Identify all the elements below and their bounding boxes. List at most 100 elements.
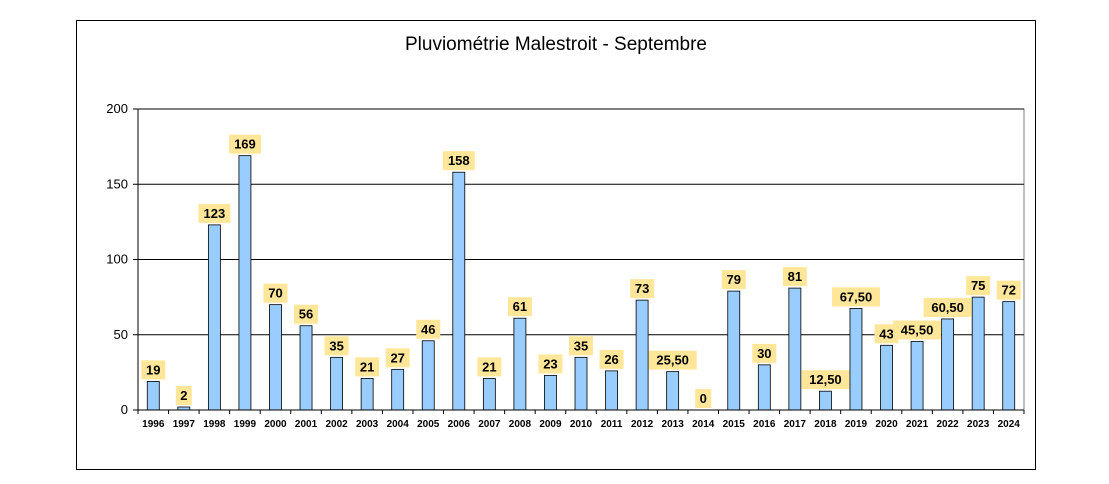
data-label-2011: 26 bbox=[599, 349, 624, 369]
data-label-bg bbox=[695, 389, 712, 408]
data-label-2014: 0 bbox=[695, 389, 712, 408]
bar-2013 bbox=[666, 371, 680, 411]
data-label-bg bbox=[324, 336, 349, 356]
x-tick-label: 2006 bbox=[448, 419, 471, 430]
data-label-bg bbox=[569, 336, 593, 356]
data-label-text: 21 bbox=[360, 359, 374, 374]
data-label-1998: 123 bbox=[198, 203, 231, 223]
data-label-2012: 73 bbox=[630, 279, 655, 299]
x-tick-label: 2004 bbox=[387, 419, 410, 430]
x-tick-label: 2011 bbox=[601, 419, 623, 430]
data-label-2023: 75 bbox=[966, 276, 991, 296]
x-tick-label: 1996 bbox=[142, 419, 165, 430]
data-label-2016: 30 bbox=[752, 343, 777, 363]
data-label-bg bbox=[874, 324, 899, 344]
bar-2007 bbox=[482, 377, 496, 411]
data-label-bg bbox=[294, 304, 319, 324]
bar-2003 bbox=[360, 377, 374, 411]
bar-2001 bbox=[299, 325, 313, 411]
data-label-2009: 23 bbox=[538, 354, 563, 374]
data-label-text: 43 bbox=[879, 326, 893, 341]
bar-2010 bbox=[574, 356, 588, 411]
x-tick-label: 2012 bbox=[631, 419, 654, 430]
x-tick-label: 2005 bbox=[417, 419, 440, 430]
x-tick-label: 2020 bbox=[875, 419, 898, 430]
data-label-2015: 79 bbox=[721, 270, 746, 290]
x-tick-label: 2001 bbox=[295, 419, 318, 430]
bar-1996 bbox=[146, 381, 160, 411]
data-label-bg bbox=[416, 319, 441, 339]
data-label-2007: 21 bbox=[477, 357, 502, 377]
data-label-bg bbox=[801, 370, 850, 390]
data-label-bg bbox=[831, 287, 880, 307]
data-label-2020: 43 bbox=[874, 324, 899, 344]
data-label-text: 158 bbox=[448, 153, 470, 168]
data-label-text: 75 bbox=[971, 278, 985, 293]
bar-2016 bbox=[757, 364, 771, 411]
data-label-text: 67,50 bbox=[840, 289, 873, 304]
bar-2018 bbox=[819, 390, 832, 411]
bar-1999 bbox=[238, 155, 252, 411]
data-label-text: 56 bbox=[299, 307, 313, 322]
data-label-text: 72 bbox=[1001, 283, 1015, 298]
bar-2009 bbox=[544, 374, 557, 411]
data-label-2021: 45,50 bbox=[893, 320, 942, 340]
bar-2020 bbox=[880, 344, 893, 411]
data-label-text: 81 bbox=[788, 269, 802, 284]
data-label-text: 19 bbox=[146, 362, 160, 377]
data-label-2001: 56 bbox=[294, 304, 319, 324]
data-label-text: 46 bbox=[421, 322, 435, 337]
y-tick-label: 100 bbox=[106, 252, 128, 267]
x-tick-label: 2015 bbox=[723, 419, 746, 430]
x-tick-label: 2017 bbox=[784, 419, 807, 430]
data-label-2022: 60,50 bbox=[923, 297, 972, 317]
data-label-bg bbox=[175, 385, 192, 405]
data-label-bg bbox=[538, 354, 563, 374]
data-label-2003: 21 bbox=[355, 357, 380, 377]
data-label-1996: 19 bbox=[141, 360, 166, 380]
data-label-text: 12,50 bbox=[809, 372, 842, 387]
data-label-1997: 2 bbox=[175, 385, 192, 405]
x-tick-label: 2022 bbox=[936, 419, 959, 430]
data-label-2002: 35 bbox=[324, 336, 349, 356]
data-label-bg bbox=[648, 350, 697, 370]
data-label-bg bbox=[385, 348, 410, 368]
x-tick-label: 2018 bbox=[814, 419, 837, 430]
data-label-bg bbox=[228, 134, 261, 154]
y-tick-label: 0 bbox=[121, 402, 128, 417]
data-label-bg bbox=[630, 279, 655, 299]
x-tick-label: 2002 bbox=[325, 419, 348, 430]
data-label-text: 30 bbox=[757, 346, 771, 361]
data-label-2004: 27 bbox=[385, 348, 410, 368]
data-label-bg bbox=[721, 270, 746, 290]
data-label-bg bbox=[263, 283, 288, 303]
data-label-text: 35 bbox=[574, 338, 588, 353]
data-label-2019: 67,50 bbox=[831, 287, 880, 307]
data-label-text: 0 bbox=[700, 391, 707, 406]
data-label-text: 35 bbox=[329, 338, 343, 353]
x-tick-label: 2021 bbox=[906, 419, 929, 430]
data-label-bg bbox=[507, 297, 532, 317]
data-label-bg bbox=[477, 357, 502, 377]
data-label-bg bbox=[442, 151, 475, 171]
data-label-2005: 46 bbox=[416, 319, 441, 339]
x-tick-label: 2013 bbox=[662, 419, 685, 430]
data-label-2013: 25,50 bbox=[648, 350, 697, 370]
data-label-text: 169 bbox=[234, 137, 256, 152]
bar-2019 bbox=[849, 308, 863, 411]
data-label-1999: 169 bbox=[228, 134, 261, 154]
chart-frame bbox=[76, 20, 1036, 470]
x-tick-label: 1998 bbox=[203, 419, 226, 430]
data-label-text: 79 bbox=[727, 272, 741, 287]
x-tick-label: 2019 bbox=[845, 419, 868, 430]
data-label-text: 2 bbox=[180, 388, 187, 403]
data-label-text: 45,50 bbox=[901, 323, 934, 338]
bar-2017 bbox=[788, 287, 802, 411]
data-label-bg bbox=[923, 297, 972, 317]
data-label-2000: 70 bbox=[263, 283, 288, 303]
bar-2002 bbox=[330, 356, 343, 411]
y-tick-label: 150 bbox=[106, 176, 128, 191]
data-label-text: 123 bbox=[204, 206, 226, 221]
x-tick-label: 2016 bbox=[753, 419, 776, 430]
data-label-text: 26 bbox=[604, 352, 618, 367]
